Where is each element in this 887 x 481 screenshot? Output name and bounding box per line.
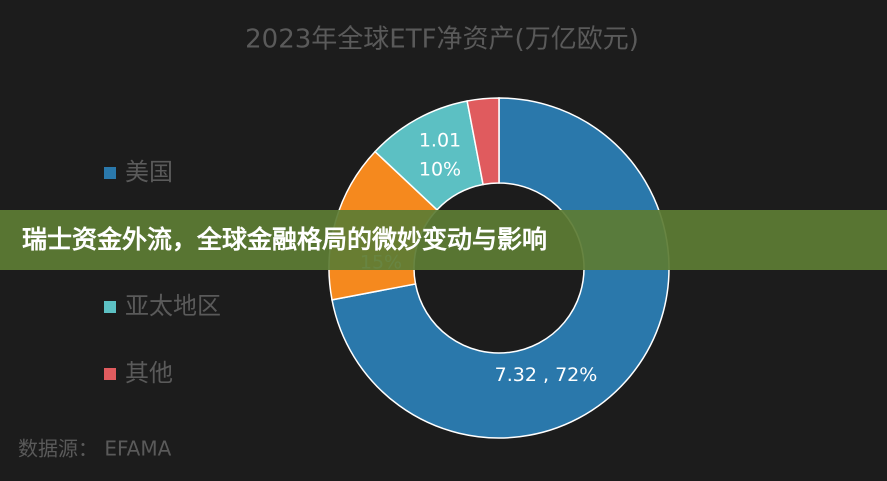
data-label-part: , xyxy=(537,364,555,386)
banner xyxy=(0,210,887,270)
slice xyxy=(466,97,500,186)
legend-swatch xyxy=(104,167,116,179)
data-label-part: 72% xyxy=(555,364,597,386)
data-label: 1.01 xyxy=(419,130,461,152)
legend-label: 亚太地区 xyxy=(125,292,221,320)
legend-label: 美国 xyxy=(125,158,173,186)
chart-title: 2023年全球ETF净资产(万亿欧元) xyxy=(245,25,639,55)
data-label: 7.32 , 72% xyxy=(495,364,598,386)
data-label: 10% xyxy=(419,159,461,181)
data-label-part: 7.32 xyxy=(495,364,537,386)
legend-swatch xyxy=(104,301,116,313)
legend-label: 其他 xyxy=(125,359,173,387)
source: 数据源： EFAMA xyxy=(18,437,172,461)
banner-title: 瑞士资金外流，全球金融格局的微妙变动与影响 xyxy=(22,225,547,254)
legend-swatch xyxy=(104,368,116,380)
